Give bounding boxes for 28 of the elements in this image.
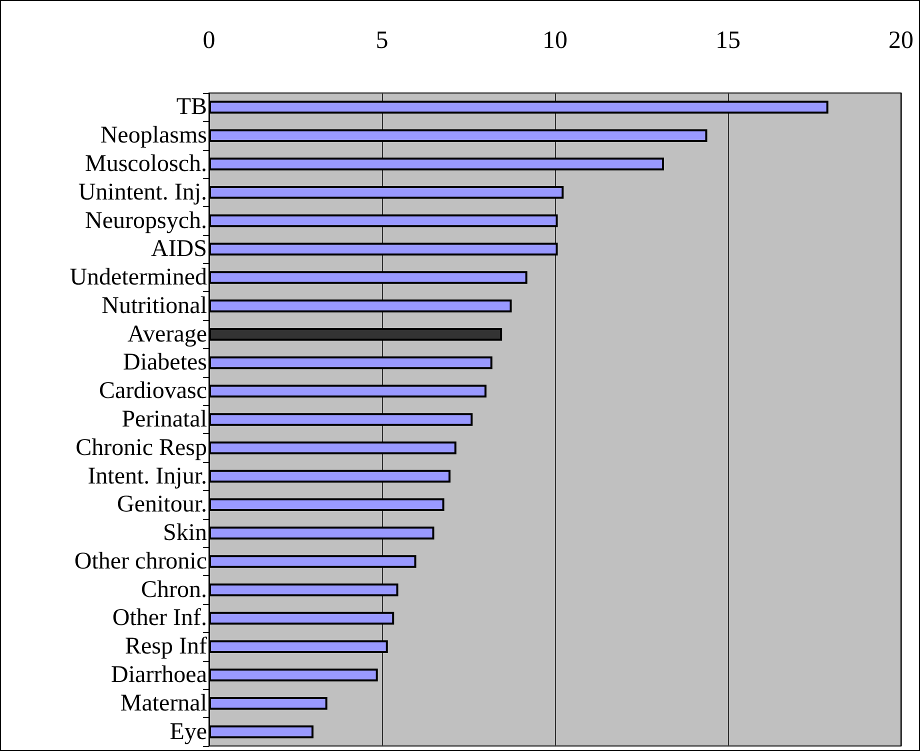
y-tick-label: Chronic Resp	[76, 434, 207, 461]
y-tick-label: Undetermined	[70, 264, 207, 291]
y-tick-label: Skin	[162, 520, 207, 546]
y-tick-label: Chron.	[141, 576, 207, 603]
x-tick-label: 5	[376, 27, 388, 54]
y-tick-label: Neoplasms	[100, 122, 207, 149]
y-tick-label: TB	[176, 94, 207, 120]
x-tick-label: 15	[716, 27, 740, 54]
y-tick-label: Diabetes	[123, 350, 207, 376]
y-tick-label: Diarrhoea	[111, 662, 208, 688]
y-tick-label: Resp Inf	[125, 634, 208, 660]
y-tick-label: Maternal	[120, 690, 208, 716]
y-tick-label: Average	[128, 321, 207, 348]
y-tick-label: Other chronic	[74, 548, 207, 574]
y-tick-label: Intent. Injur.	[88, 463, 207, 490]
x-tick-label: 0	[202, 27, 216, 54]
y-tick-label: Nutritional	[102, 292, 208, 319]
y-tick-label: Cardiovasc	[99, 378, 207, 404]
y-tick-label: Genitour.	[117, 492, 207, 518]
y-tick-label: AIDS	[150, 236, 207, 262]
x-tick-label: 20	[888, 27, 914, 54]
x-tick-label: 10	[542, 27, 568, 54]
y-tick-label: Unintent. Inj.	[78, 179, 207, 206]
y-tick-label: Eye	[170, 718, 207, 745]
y-tick-label: Muscolosch.	[85, 150, 207, 177]
y-tick-label: Other Inf.	[112, 605, 207, 632]
y-tick-label: Neuropsych.	[85, 208, 207, 234]
y-tick-label: Perinatal	[122, 406, 208, 432]
